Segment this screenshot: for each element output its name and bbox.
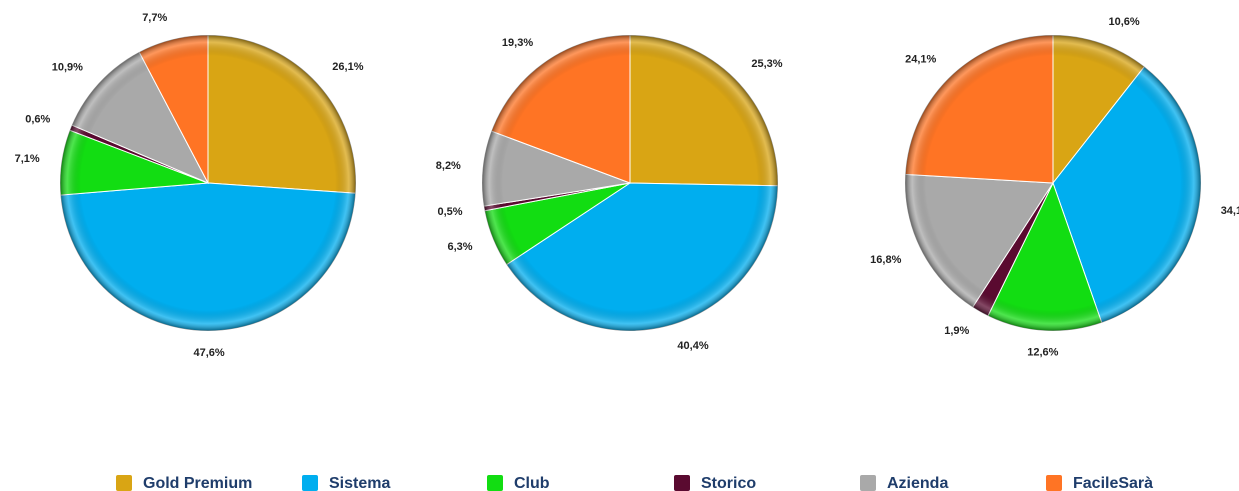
value-label: 25,3% xyxy=(751,58,782,70)
value-label: 7,7% xyxy=(142,12,167,24)
legend-label: FacileSarà xyxy=(1073,475,1153,491)
legend-label: Gold Premium xyxy=(143,475,252,491)
value-label: 16,8% xyxy=(870,254,901,266)
legend-label: Azienda xyxy=(887,475,948,491)
legend-label: Storico xyxy=(701,475,756,491)
legend-swatch xyxy=(302,475,318,491)
value-label: 0,6% xyxy=(25,113,50,125)
value-label: 6,3% xyxy=(447,241,472,253)
value-label: 8,2% xyxy=(436,160,461,172)
value-label: 19,3% xyxy=(502,37,533,49)
value-label: 10,9% xyxy=(52,62,83,74)
value-label: 10,6% xyxy=(1109,16,1140,28)
value-label: 24,1% xyxy=(905,53,936,65)
pie-slice xyxy=(59,182,357,332)
value-label: 26,1% xyxy=(332,61,363,73)
value-label: 1,9% xyxy=(944,325,969,337)
legend-swatch xyxy=(116,475,132,491)
value-label: 47,6% xyxy=(193,347,224,359)
value-label: 34,1% xyxy=(1221,205,1239,217)
value-label: 7,1% xyxy=(15,153,40,165)
legend-swatch xyxy=(1046,475,1062,491)
legend-swatch xyxy=(487,475,503,491)
legend-label: Club xyxy=(514,475,550,491)
legend-label: Sistema xyxy=(329,475,390,491)
value-label: 0,5% xyxy=(437,206,462,218)
value-label: 40,4% xyxy=(677,340,708,352)
legend-swatch xyxy=(860,475,876,491)
pie-slice xyxy=(207,34,357,194)
value-label: 12,6% xyxy=(1027,347,1058,359)
legend-swatch xyxy=(674,475,690,491)
